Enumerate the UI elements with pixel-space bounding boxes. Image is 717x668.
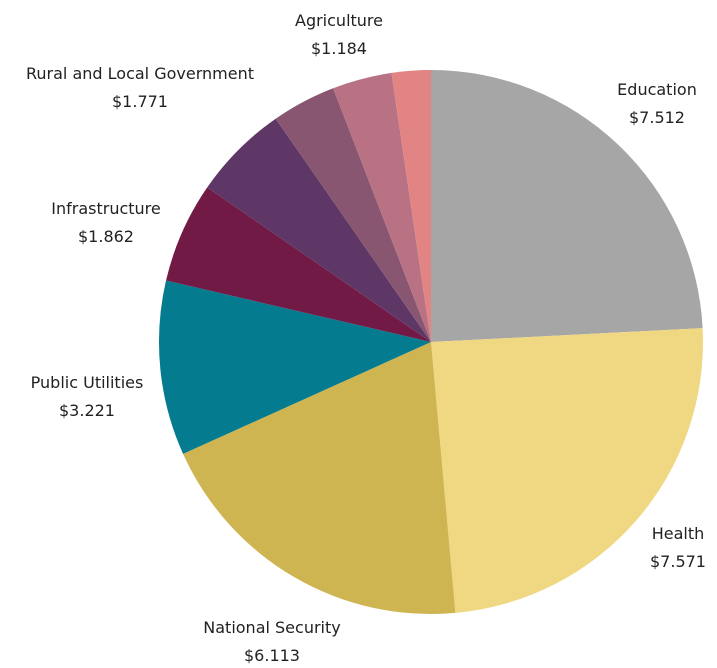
pie-slice-rural-and-local-government	[207, 118, 431, 343]
slice-value-health: $7.571	[650, 552, 706, 571]
pie-labels: Education $7.512 Health $7.571 National Secu…	[26, 11, 706, 665]
slice-label-agriculture: Agriculture	[295, 11, 383, 30]
slice-label-public-utilities: Public Utilities	[31, 373, 144, 392]
slice-value-national-security: $6.113	[244, 646, 300, 665]
pie-slices	[158, 70, 704, 614]
slice-value-rural-and-local-government: $1.771	[112, 92, 168, 111]
pie-slice-education	[431, 70, 703, 342]
slice-value-education: $7.512	[629, 108, 685, 127]
pie-slice-national-security	[183, 342, 456, 614]
pie-slice-slice-8	[391, 70, 431, 342]
slice-label-infrastructure: Infrastructure	[51, 199, 160, 218]
slice-value-infrastructure: $1.862	[78, 227, 134, 246]
pie-slice-infrastructure	[166, 187, 431, 342]
slice-label-health: Health	[652, 524, 705, 543]
slice-label-national-security: National Security	[203, 618, 340, 637]
slice-value-agriculture: $1.184	[311, 39, 367, 58]
pie-slice-agriculture	[275, 88, 431, 342]
pie-slice-public-utilities	[158, 280, 431, 454]
slice-label-rural-and-local-government: Rural and Local Government	[26, 64, 254, 83]
pie-slice-health	[431, 328, 704, 613]
pie-slice-slice-7	[333, 72, 431, 342]
slice-value-public-utilities: $3.221	[59, 401, 115, 420]
slice-label-education: Education	[617, 80, 697, 99]
